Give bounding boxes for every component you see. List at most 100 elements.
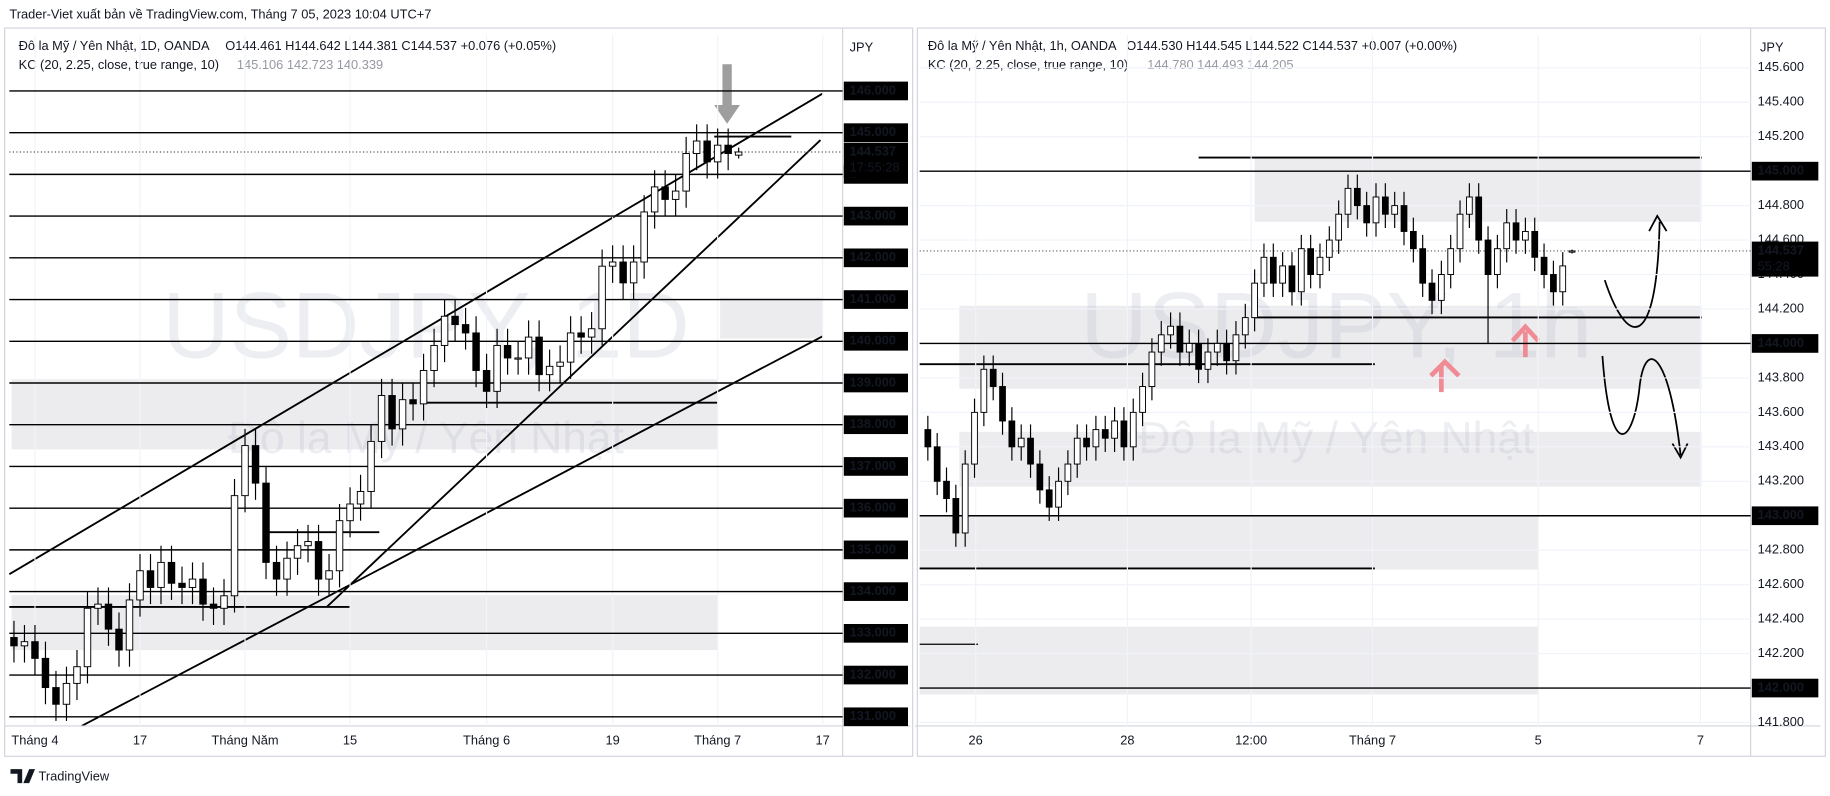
candle-body	[1195, 342, 1202, 370]
candle-body	[1279, 265, 1286, 284]
y-tick-label: 143.200	[1758, 473, 1804, 488]
candle-body	[1391, 205, 1399, 215]
y-tick-label: 145.000	[850, 124, 896, 139]
candle-body	[1297, 248, 1305, 293]
candle-body	[409, 399, 417, 405]
candle-body	[31, 641, 39, 659]
level-label-box	[843, 81, 908, 101]
candle-body	[989, 368, 997, 387]
candle-body	[608, 261, 617, 267]
y-tick-label: 139.000	[850, 374, 896, 389]
y-tick-label: 141.800	[1758, 714, 1804, 729]
candle-body	[1531, 230, 1539, 258]
left-pane-frame	[4, 27, 914, 757]
candle-body	[629, 261, 638, 284]
candle-body	[1372, 196, 1380, 224]
candle-body	[1484, 239, 1492, 275]
candle-body	[94, 603, 102, 609]
last-price-label: 144.537	[850, 143, 896, 158]
x-tick-label: Tháng 4	[11, 733, 58, 748]
candle-body	[157, 561, 165, 588]
watermark: USDJPY, 1D	[162, 272, 690, 377]
y-tick-label: 133.000	[850, 625, 896, 640]
candle-body	[924, 429, 932, 448]
candle-body	[188, 578, 197, 588]
candle-body	[713, 144, 722, 163]
candle-body	[52, 687, 60, 705]
candle-body	[1428, 282, 1436, 301]
candle-body	[199, 578, 207, 605]
publisher-note: Trader-Viet xuất bản về TradingView.com,…	[9, 7, 431, 22]
candle-body	[1111, 420, 1118, 439]
up-arrow	[1429, 358, 1461, 393]
candle-body	[1129, 411, 1137, 448]
x-tick-label: Tháng 7	[694, 733, 741, 748]
candle-body	[346, 503, 354, 522]
candle-body	[1045, 489, 1053, 508]
candle-body	[1568, 250, 1576, 253]
candle-body	[535, 336, 543, 376]
candle-body	[1101, 429, 1109, 439]
candle-body	[1335, 213, 1343, 241]
candle-body	[952, 498, 960, 534]
candle-body	[325, 570, 333, 580]
candle-body	[1176, 325, 1184, 353]
level-label-box	[1751, 506, 1819, 526]
candle-body	[1213, 342, 1221, 353]
candle-body	[503, 344, 512, 359]
candle-body	[209, 603, 218, 609]
candle-body	[1475, 196, 1483, 241]
candle-body	[335, 520, 344, 572]
candle-body	[1269, 256, 1277, 284]
y-tick-label: 144.200	[1758, 300, 1804, 315]
indicator-values: 144.780 144.493 144.205	[1147, 57, 1293, 72]
candle-body	[419, 370, 428, 405]
candle-body	[1148, 351, 1156, 387]
last-price-label: 144.537	[1758, 242, 1804, 257]
candle-body	[1120, 420, 1128, 448]
currency: JPY	[1760, 39, 1784, 54]
candle-body	[650, 186, 659, 213]
candle-body	[1307, 248, 1315, 275]
candle-body	[682, 153, 690, 192]
candle-body	[83, 607, 92, 668]
candle-body	[167, 561, 176, 584]
level-label-box	[843, 415, 908, 435]
candle-body	[125, 599, 134, 651]
candle-body	[1083, 437, 1090, 448]
last-price-box	[843, 142, 908, 178]
candle-body	[1522, 230, 1529, 241]
candle-body	[398, 399, 407, 430]
x-tick-label: 7	[1697, 733, 1704, 748]
candle-body	[272, 561, 281, 580]
up-arrow	[1510, 323, 1540, 358]
x-tick-label: 19	[605, 733, 619, 748]
candle-body	[1260, 256, 1268, 284]
candle-body	[241, 445, 249, 497]
candle-body	[1437, 274, 1445, 301]
candle-body	[41, 657, 50, 689]
level-label-box	[1751, 334, 1819, 353]
x-tick-label: 17	[133, 733, 147, 748]
level-label-box	[1751, 678, 1819, 698]
candle-body	[1288, 265, 1296, 293]
candle-body	[304, 541, 312, 547]
candle-body	[598, 265, 606, 330]
y-tick-label: 141.000	[850, 291, 896, 306]
ohlc-text: O144.530 H144.545 L144.522 C144.537 +0.0…	[1126, 38, 1457, 53]
candle-body	[293, 545, 302, 559]
y-tick-label: 143.400	[1758, 438, 1804, 453]
down-arrow	[714, 64, 740, 124]
candle-body	[1363, 205, 1371, 224]
x-tick-label: 26	[969, 733, 983, 748]
zone	[11, 379, 718, 450]
watermark: USDJPY, 1h	[1080, 272, 1592, 377]
y-tick-label: 143.000	[1758, 507, 1804, 522]
y-tick-label: 132.000	[850, 666, 896, 681]
candle-body	[1512, 222, 1520, 241]
level-label-box	[843, 623, 908, 643]
x-tick-label: 15	[343, 733, 357, 748]
y-tick-label: 142.000	[1758, 679, 1804, 694]
y-tick-label: 142.000	[850, 249, 896, 264]
